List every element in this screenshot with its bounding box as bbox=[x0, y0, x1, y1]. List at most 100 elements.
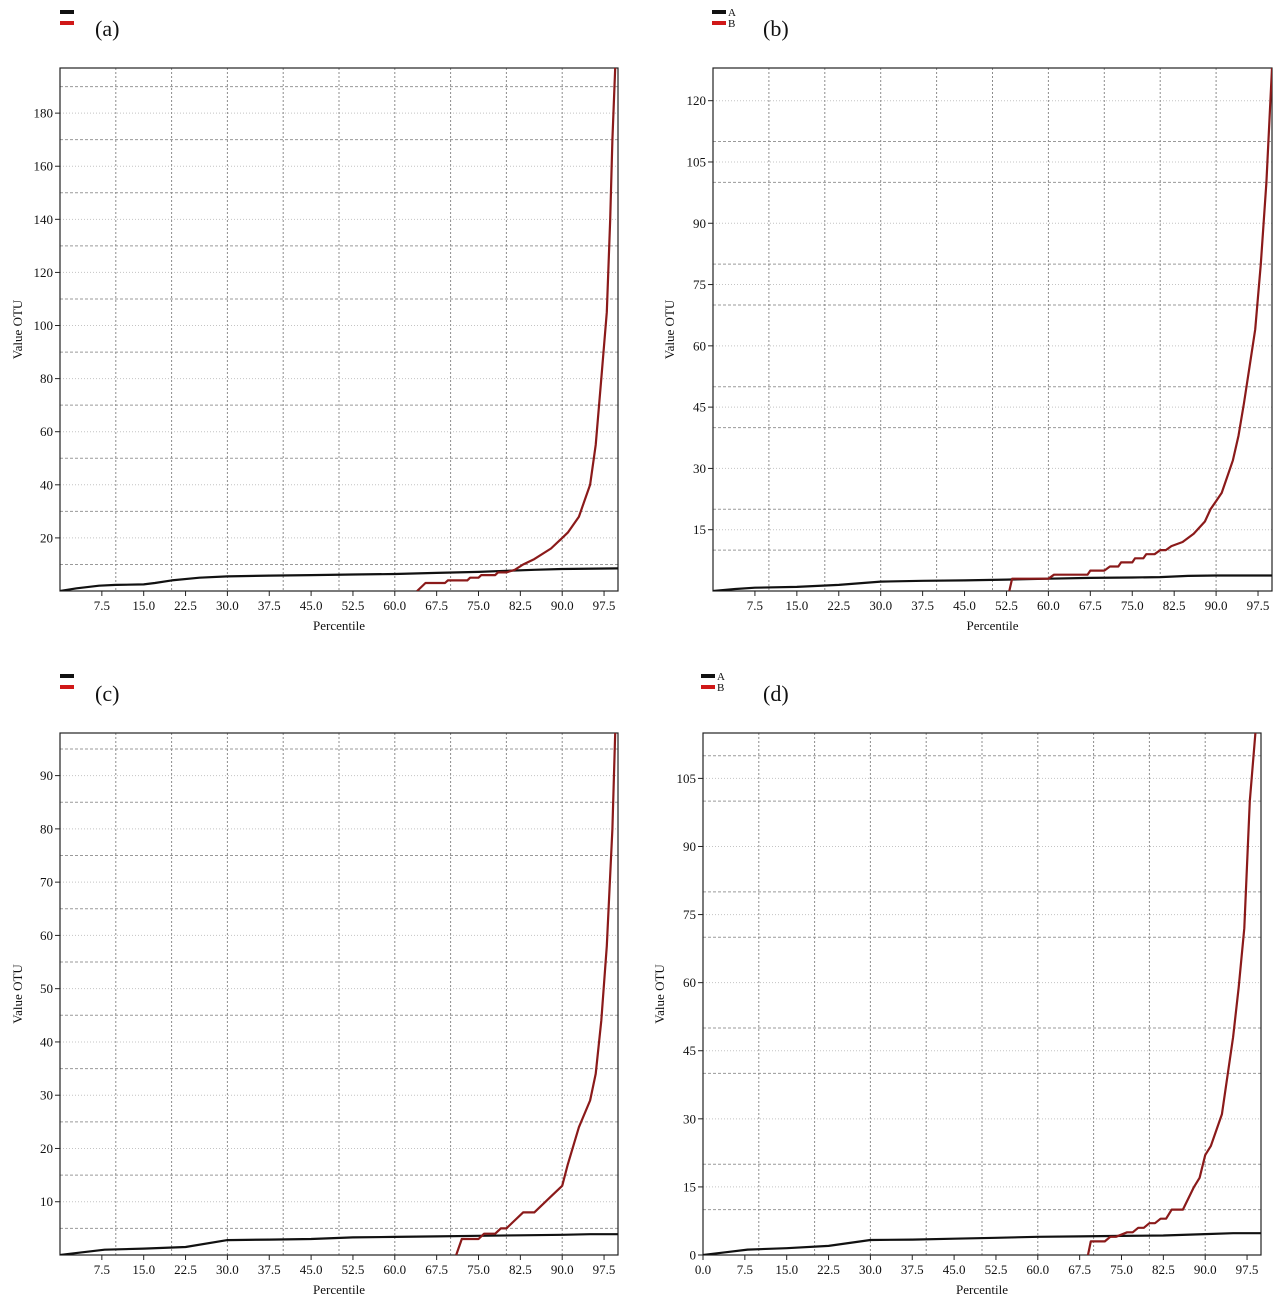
x-tick-label: 67.5 bbox=[425, 1262, 448, 1277]
x-tick-label: 52.5 bbox=[342, 1262, 365, 1277]
legend: AB bbox=[701, 671, 725, 694]
x-axis-title: Percentile bbox=[313, 1282, 365, 1297]
y-tick-label: 30 bbox=[40, 1088, 53, 1103]
y-tick-label: 75 bbox=[683, 907, 696, 922]
x-tick-label: 15.0 bbox=[132, 598, 155, 613]
x-tick-label: 52.5 bbox=[985, 1262, 1008, 1277]
y-tick-label: 60 bbox=[40, 424, 53, 439]
y-tick-label: 40 bbox=[40, 1034, 53, 1049]
y-tick-label: 60 bbox=[40, 928, 53, 943]
x-tick-label: 82.5 bbox=[1163, 598, 1186, 613]
chart-svg-b: 15 30 45 60 75 90 105 120 7.5 15.0 22.5 30.0 37.5 45.… bbox=[662, 7, 1273, 633]
series-line-red bbox=[416, 68, 617, 591]
panel-label: (c) bbox=[95, 681, 119, 706]
plot-frame bbox=[702, 732, 1262, 1256]
x-tick-label: 67.5 bbox=[1068, 1262, 1091, 1277]
y-tick-label: 160 bbox=[34, 159, 54, 174]
x-tick-label: 15.0 bbox=[775, 1262, 798, 1277]
x-tick-label: 75.0 bbox=[467, 598, 490, 613]
x-tick-label: 7.5 bbox=[747, 598, 763, 613]
x-axis-title: Percentile bbox=[313, 618, 365, 633]
x-tick-label: 30.0 bbox=[216, 1262, 239, 1277]
chart-panel-b: 15 30 45 60 75 90 105 120 7.5 15.0 22.5 30.0 37.5 45.… bbox=[637, 0, 1274, 649]
y-tick-label: 45 bbox=[693, 400, 706, 415]
y-tick-label: 180 bbox=[34, 106, 54, 121]
x-tick-label: 90.0 bbox=[1194, 1262, 1217, 1277]
x-tick-label: 15.0 bbox=[132, 1262, 155, 1277]
panel-label: (a) bbox=[95, 16, 119, 41]
x-tick-label: 60.0 bbox=[383, 1262, 406, 1277]
series-line-black bbox=[713, 574, 1272, 591]
series-group bbox=[60, 733, 618, 1255]
y-tick-label: 105 bbox=[687, 154, 707, 169]
y-tick-label: 15 bbox=[693, 522, 706, 537]
x-tick-label: 82.5 bbox=[509, 1262, 532, 1277]
legend-swatch bbox=[701, 674, 715, 678]
series-line-red bbox=[1086, 733, 1257, 1255]
x-tick-label: 67.5 bbox=[1079, 598, 1102, 613]
series-line-black bbox=[703, 1232, 1261, 1255]
y-tick-label: 20 bbox=[40, 1141, 53, 1156]
x-tick-label: 37.5 bbox=[258, 1262, 281, 1277]
x-tick-label: 45.0 bbox=[943, 1262, 966, 1277]
plot-frame bbox=[712, 67, 1273, 592]
x-tick-label: 7.5 bbox=[737, 1262, 753, 1277]
y-tick-label: 45 bbox=[683, 1043, 696, 1058]
series-line-red bbox=[455, 733, 617, 1255]
y-tick-label: 40 bbox=[40, 477, 53, 492]
x-tick-label: 37.5 bbox=[911, 598, 934, 613]
plot-frame bbox=[59, 732, 619, 1256]
y-tick-label: 80 bbox=[40, 821, 53, 836]
y-tick-label: 90 bbox=[40, 768, 53, 783]
y-tick-label: 120 bbox=[34, 265, 54, 280]
y-tick-label: 15 bbox=[683, 1179, 696, 1194]
series-line-black bbox=[60, 567, 618, 591]
legend-swatch bbox=[701, 685, 715, 689]
x-tick-label: 52.5 bbox=[342, 598, 365, 613]
plot-frame bbox=[59, 67, 619, 592]
panel-label: (d) bbox=[763, 681, 789, 706]
legend-label: A bbox=[717, 671, 725, 683]
x-tick-label: 45.0 bbox=[300, 1262, 323, 1277]
y-tick-label: 90 bbox=[693, 216, 706, 231]
x-tick-label: 0.0 bbox=[695, 1262, 711, 1277]
y-axis-title: Value OTU bbox=[662, 299, 677, 359]
x-tick-label: 30.0 bbox=[216, 598, 239, 613]
x-tick-label: 22.5 bbox=[817, 1262, 840, 1277]
y-tick-label: 30 bbox=[683, 1111, 696, 1126]
chart-panel-d: 0 15 30 45 60 75 90 105 0.0 7.5 15.0 22.5 30.0 37.5 45… bbox=[637, 660, 1274, 1298]
chart-svg-d: 0 15 30 45 60 75 90 105 0.0 7.5 15.0 22.5 30.0 37.5 45… bbox=[652, 671, 1262, 1297]
x-tick-label: 97.5 bbox=[1247, 598, 1270, 613]
x-tick-label: 82.5 bbox=[509, 598, 532, 613]
y-tick-label: 90 bbox=[683, 839, 696, 854]
chart-panel-a: 20 40 60 80 100 120 140 160 180 7.5 15.0 22.5 30.0 37… bbox=[0, 0, 637, 649]
legend-swatch bbox=[60, 685, 74, 689]
y-tick-label: 105 bbox=[677, 771, 697, 786]
x-tick-label: 30.0 bbox=[869, 598, 892, 613]
x-tick-label: 82.5 bbox=[1152, 1262, 1175, 1277]
x-tick-label: 97.5 bbox=[593, 1262, 616, 1277]
x-tick-label: 90.0 bbox=[551, 598, 574, 613]
x-axis-title: Percentile bbox=[967, 618, 1019, 633]
y-tick-label: 50 bbox=[40, 981, 53, 996]
y-tick-label: 60 bbox=[683, 975, 696, 990]
x-tick-label: 75.0 bbox=[1110, 1262, 1133, 1277]
y-tick-label: 70 bbox=[40, 875, 53, 890]
x-tick-label: 90.0 bbox=[551, 1262, 574, 1277]
legend-swatch bbox=[60, 674, 74, 678]
legend-swatch bbox=[712, 21, 726, 25]
y-tick-label: 60 bbox=[693, 338, 706, 353]
y-tick-label: 140 bbox=[34, 212, 54, 227]
legend-label: B bbox=[717, 682, 724, 694]
legend bbox=[60, 10, 74, 25]
x-tick-label: 60.0 bbox=[1037, 598, 1060, 613]
x-tick-label: 75.0 bbox=[1121, 598, 1144, 613]
y-axis-title: Value OTU bbox=[10, 299, 25, 359]
x-tick-label: 60.0 bbox=[383, 598, 406, 613]
x-tick-label: 30.0 bbox=[859, 1262, 882, 1277]
legend: AB bbox=[712, 7, 736, 30]
chart-svg-c: 10 20 30 40 50 60 70 80 90 7.5 15.0 22.5 30.0 37.5 45.… bbox=[10, 674, 619, 1297]
x-tick-label: 7.5 bbox=[94, 1262, 110, 1277]
series-group bbox=[703, 733, 1261, 1255]
x-tick-label: 97.5 bbox=[1236, 1262, 1259, 1277]
